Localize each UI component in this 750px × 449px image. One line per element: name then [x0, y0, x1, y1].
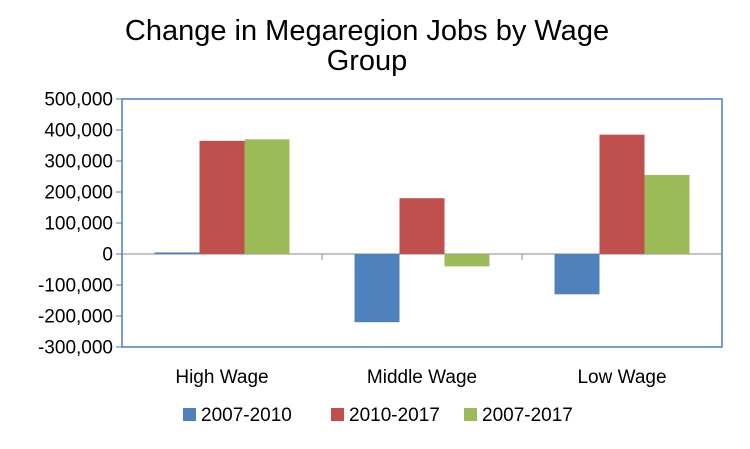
legend: 2007-2010 2010-2017 2007-2017 [183, 405, 573, 426]
bar-2007-2010-high-wage [154, 252, 200, 254]
chart-title: Change in Megaregion Jobs by Wage Group [125, 15, 609, 77]
category-label: Low Wage [577, 367, 666, 388]
bar-2007-2010-low-wage [554, 254, 600, 295]
y-tick-label: 0 [102, 245, 113, 266]
legend-label: 2007-2017 [482, 405, 573, 426]
bar-2007-2010-middle-wage [354, 254, 400, 323]
legend-swatch [331, 408, 344, 421]
bar-2007-2017-low-wage [644, 174, 690, 254]
bar-2010-2017-high-wage [199, 140, 245, 254]
bar-2007-2017-middle-wage [444, 254, 490, 267]
bar-2010-2017-low-wage [599, 134, 645, 254]
legend-swatch [464, 408, 477, 421]
legend-label: 2007-2010 [201, 405, 292, 426]
x-axis [122, 253, 722, 260]
legend-label: 2010-2017 [349, 405, 440, 426]
category-labels: High Wage Middle Wage Low Wage [175, 367, 666, 388]
chart-title-line-2: Group [327, 45, 408, 77]
y-tick-label: 300,000 [44, 152, 113, 173]
category-label: Middle Wage [367, 367, 477, 388]
bar-2007-2017-high-wage [244, 139, 290, 254]
y-tick-label: 500,000 [44, 90, 113, 111]
y-tick-label: -100,000 [38, 276, 113, 297]
bars [154, 134, 690, 323]
bar-2010-2017-middle-wage [399, 198, 445, 254]
y-tick-label: 400,000 [44, 121, 113, 142]
legend-swatch [183, 408, 196, 421]
y-axis: 500,000 400,000 300,000 200,000 100,000 0 -100… [38, 90, 122, 359]
y-tick-label: 100,000 [44, 214, 113, 235]
y-tick-label: -200,000 [38, 307, 113, 328]
y-tick-label: -300,000 [38, 338, 113, 359]
category-label: High Wage [175, 367, 268, 388]
chart-title-line-1: Change in Megaregion Jobs by Wage [125, 15, 609, 47]
y-tick-label: 200,000 [44, 183, 113, 204]
